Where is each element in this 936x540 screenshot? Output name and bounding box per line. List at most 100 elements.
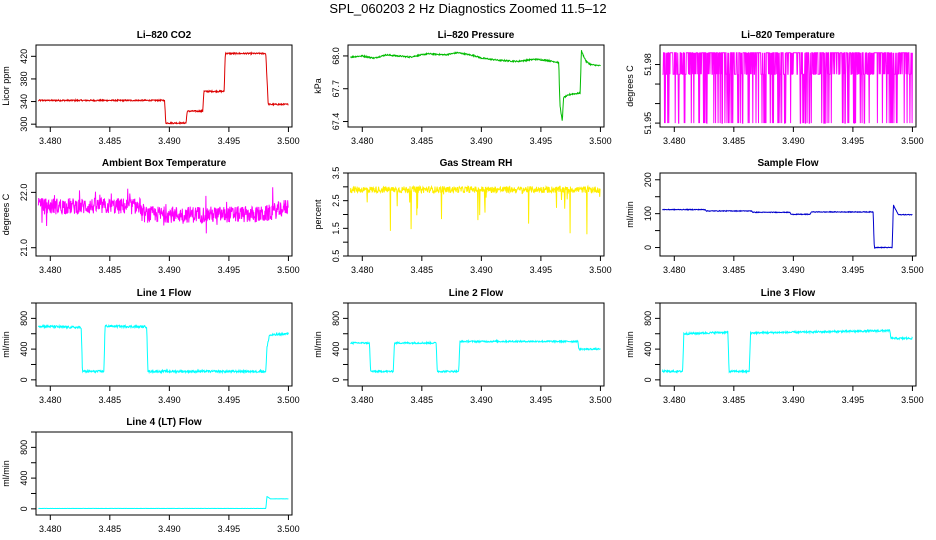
x-tick-label: 3.495 (218, 136, 241, 146)
y-axis-label: ml/min (1, 460, 11, 487)
x-tick-label: 3.490 (782, 265, 805, 275)
y-axis-label: ml/min (625, 331, 635, 358)
x-tick-label: 3.500 (277, 136, 300, 146)
x-tick-label: 3.500 (589, 395, 612, 405)
y-tick-label: 51.98 (643, 53, 653, 76)
x-tick-label: 3.480 (39, 136, 62, 146)
x-tick-label: 3.480 (663, 265, 686, 275)
y-tick-label: 800 (643, 311, 653, 326)
y-axis-label: kPa (313, 78, 323, 94)
x-tick-label: 3.495 (218, 524, 241, 534)
x-tick-label: 3.500 (589, 265, 612, 275)
y-tick-label: 400 (643, 342, 653, 357)
x-tick-label: 3.495 (842, 395, 865, 405)
x-tick-label: 3.485 (723, 265, 746, 275)
y-axis-label: ml/min (313, 331, 323, 358)
chart-title: Line 3 Flow (761, 288, 816, 299)
chart-title: Line 2 Flow (449, 288, 504, 299)
chart-title: Line 4 (LT) Flow (126, 417, 202, 428)
y-tick-label: 68.0 (331, 47, 341, 65)
y-tick-label: 0.5 (331, 250, 341, 263)
chart-title: Line 1 Flow (137, 288, 192, 299)
series-line (37, 323, 289, 375)
plot-frame (659, 44, 917, 128)
y-tick-label: 67.4 (331, 113, 341, 131)
x-tick-label: 3.495 (842, 265, 865, 275)
x-tick-label: 3.500 (277, 395, 300, 405)
x-tick-label: 3.485 (411, 136, 434, 146)
plot-frame (35, 172, 293, 257)
y-tick-label: 0 (19, 506, 29, 511)
chart-panel-9: Line 3 Flow 3.480 3.485 3.490 3.495 3.500 0 400… (625, 288, 924, 405)
chart-title: Li–820 CO2 (137, 30, 192, 41)
y-tick-label: 1.5 (331, 222, 341, 235)
chart-title: Li–820 Pressure (438, 30, 515, 41)
chart-panel-2: Li–820 Pressure 3.480 3.485 3.490 3.495 3.500… (313, 30, 612, 146)
y-axis-label: ml/min (625, 201, 635, 228)
series-line (662, 52, 913, 124)
x-tick-label: 3.500 (901, 136, 924, 146)
series-line (350, 50, 601, 121)
x-tick-label: 3.480 (351, 395, 374, 405)
x-tick-label: 3.490 (782, 395, 805, 405)
x-tick-label: 3.500 (901, 395, 924, 405)
y-tick-label: 21.0 (19, 239, 29, 257)
y-tick-label: 100 (643, 206, 653, 221)
plot-frame (35, 44, 293, 128)
x-tick-label: 3.490 (782, 136, 805, 146)
x-tick-label: 3.480 (663, 136, 686, 146)
x-tick-label: 3.495 (530, 395, 553, 405)
x-tick-label: 3.490 (158, 395, 181, 405)
x-tick-label: 3.495 (842, 136, 865, 146)
x-tick-label: 3.485 (99, 395, 122, 405)
chart-title: Ambient Box Temperature (102, 158, 227, 169)
y-tick-label: 400 (19, 342, 29, 357)
y-tick-label: 67.7 (331, 80, 341, 98)
chart-panel-7: Line 1 Flow 3.480 3.485 3.490 3.495 3.500 0 400… (1, 288, 300, 405)
chart-title: Gas Stream RH (440, 158, 513, 169)
chart-panel-5: Gas Stream RH 3.480 3.485 3.490 3.495 3.500 0.… (313, 158, 612, 275)
y-tick-label: 3.5 (331, 167, 341, 180)
y-tick-label: 800 (19, 440, 29, 455)
y-tick-label: 51.95 (643, 112, 653, 135)
x-tick-label: 3.495 (218, 395, 241, 405)
y-axis-label: Licor ppm (1, 66, 11, 106)
y-tick-label: 400 (19, 471, 29, 486)
x-tick-label: 3.490 (470, 395, 493, 405)
x-tick-label: 3.500 (901, 265, 924, 275)
x-tick-label: 3.485 (99, 265, 122, 275)
y-tick-label: 300 (19, 117, 29, 132)
x-tick-label: 3.490 (470, 265, 493, 275)
chart-panel-8: Line 2 Flow 3.480 3.485 3.490 3.495 3.500 0 400… (313, 288, 612, 405)
y-tick-label: 2.5 (331, 194, 341, 207)
x-tick-label: 3.500 (277, 265, 300, 275)
x-tick-label: 3.480 (39, 265, 62, 275)
x-tick-label: 3.500 (589, 136, 612, 146)
y-tick-label: 22.0 (19, 184, 29, 202)
plot-frame (659, 302, 917, 387)
x-tick-label: 3.490 (158, 524, 181, 534)
chart-title: Li–820 Temperature (741, 30, 835, 41)
x-tick-label: 3.480 (663, 395, 686, 405)
chart-panel-6: Sample Flow 3.480 3.485 3.490 3.495 3.500 0 100… (625, 158, 924, 275)
y-tick-label: 0 (19, 377, 29, 382)
series-line (37, 187, 289, 234)
x-tick-label: 3.480 (39, 395, 62, 405)
x-tick-label: 3.500 (277, 524, 300, 534)
figure-title: SPL_060203 2 Hz Diagnostics Zoomed 11.5–… (329, 1, 607, 16)
y-tick-label: 0 (643, 377, 653, 382)
series-line (37, 51, 289, 126)
series-line (661, 328, 913, 374)
y-tick-label: 380 (19, 71, 29, 86)
y-tick-label: 340 (19, 94, 29, 109)
plot-frame (659, 172, 917, 257)
x-tick-label: 3.495 (218, 265, 241, 275)
y-axis-label: degrees C (1, 193, 11, 235)
y-tick-label: 420 (19, 49, 29, 64)
x-tick-label: 3.485 (723, 136, 746, 146)
chart-title: Sample Flow (757, 158, 818, 169)
chart-panel-10: Line 4 (LT) Flow 3.480 3.485 3.490 3.495 3.50… (1, 417, 300, 534)
chart-panel-3: Li–820 Temperature 3.480 3.485 3.490 3.495 3.… (625, 30, 924, 146)
x-tick-label: 3.485 (411, 395, 434, 405)
chart-panel-1: Li–820 CO2 3.480 3.485 3.490 3.495 3.500 300 34… (1, 30, 300, 146)
